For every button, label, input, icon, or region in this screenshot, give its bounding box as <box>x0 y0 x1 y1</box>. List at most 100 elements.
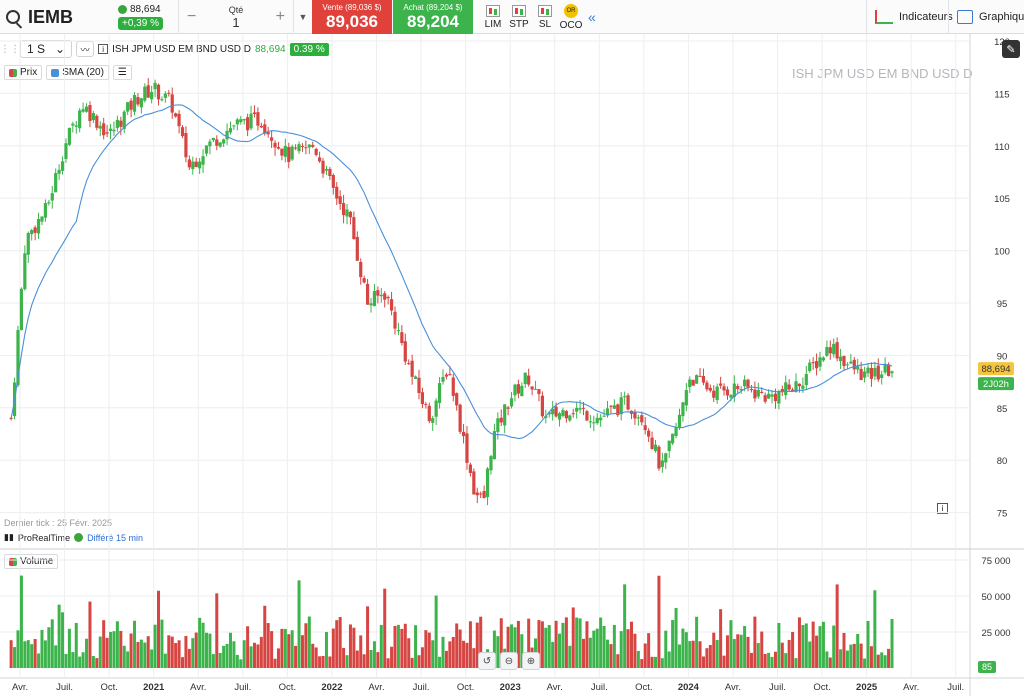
volume-bar <box>763 653 767 668</box>
x-tick-label: 2024 <box>678 682 700 693</box>
candle <box>122 111 126 129</box>
volume-bar <box>623 584 627 668</box>
info-icon[interactable]: i <box>98 44 109 54</box>
toolbar-change-badge: 0.39 % <box>289 42 329 56</box>
candle <box>386 296 390 299</box>
indicators-button[interactable]: Indicateurs <box>866 0 961 34</box>
volume-bar <box>208 633 212 668</box>
volume-bar <box>455 623 459 668</box>
candle <box>431 418 435 423</box>
candle <box>222 139 226 144</box>
candle <box>451 377 455 396</box>
candle <box>701 375 706 383</box>
order-stp-button[interactable]: STP <box>506 2 532 32</box>
volume-bar <box>887 648 891 668</box>
zoom-in-icon[interactable]: ⊕ <box>522 652 540 670</box>
volume-bar <box>643 643 647 668</box>
candle <box>208 141 212 147</box>
candle <box>455 393 459 406</box>
zoom-out-icon[interactable]: ⊖ <box>500 652 518 670</box>
candle <box>160 99 164 101</box>
volume-bar <box>215 593 219 668</box>
volume-bar <box>773 651 777 668</box>
order-oco-button[interactable]: OR OCO <box>558 2 584 32</box>
candle <box>146 85 150 98</box>
x-tick-label: 2022 <box>321 682 342 693</box>
chevron-down-icon[interactable]: ▼ <box>298 12 308 22</box>
volume-bar <box>527 618 531 668</box>
candle <box>739 389 743 391</box>
volume-bar <box>102 620 106 668</box>
candle <box>26 233 30 255</box>
candle <box>814 361 819 369</box>
qty-label: Qté <box>228 4 244 15</box>
candle <box>828 347 832 354</box>
candle <box>328 168 332 177</box>
graph-button[interactable]: Graphique <box>948 0 1024 34</box>
symbol-search[interactable]: IEMB <box>6 0 73 34</box>
buy-button[interactable]: Achat (89,204 $) 89,204 <box>393 0 473 34</box>
volume-bar <box>743 626 747 668</box>
volume-bar <box>880 652 884 668</box>
candle <box>568 415 572 421</box>
candle <box>81 109 85 112</box>
volume-bar <box>468 621 472 668</box>
volume-bar <box>821 621 825 668</box>
y-tick-label: 100 <box>994 247 1010 258</box>
volume-bar <box>698 641 702 668</box>
candle <box>372 291 377 307</box>
y-tick-label: 80 <box>997 456 1008 467</box>
order-lim-button[interactable]: LIM <box>480 2 506 32</box>
candle <box>852 359 856 370</box>
candle <box>540 395 544 417</box>
search-icon[interactable] <box>6 10 20 24</box>
candle <box>400 332 404 343</box>
volume-bar <box>465 642 469 668</box>
candle <box>369 303 373 306</box>
candle <box>417 377 421 393</box>
candle <box>458 404 462 432</box>
candle <box>47 202 51 204</box>
candle <box>437 383 442 403</box>
y-tick-label: 115 <box>994 89 1009 100</box>
candle <box>753 389 757 399</box>
legend-list-icon[interactable]: ☰ <box>112 65 132 80</box>
volume-bar <box>78 656 82 668</box>
candle <box>444 374 449 377</box>
volume-bar <box>808 641 812 668</box>
chart-info-icon[interactable]: i <box>937 503 948 514</box>
x-tick-label: Avr. <box>368 682 384 693</box>
volume-bar <box>626 629 630 668</box>
volume-bar <box>252 642 256 668</box>
candle <box>849 361 853 364</box>
volume-bar <box>311 643 315 668</box>
time-tag-label: 2J02h <box>983 379 1009 390</box>
volume-bar <box>839 649 843 668</box>
drag-handle-icon[interactable]: ⋮⋮ <box>0 43 20 55</box>
order-sl-button[interactable]: SL <box>532 2 558 32</box>
reset-icon[interactable]: ↺ <box>478 652 496 670</box>
settings-wrench-icon[interactable]: ✎ <box>1002 40 1020 58</box>
candle <box>413 376 418 379</box>
buy-price: 89,204 <box>407 11 459 31</box>
qty-plus-button[interactable]: + <box>275 8 285 25</box>
candle <box>732 383 736 397</box>
volume-bar <box>50 619 54 668</box>
volume-bar <box>558 633 562 668</box>
candle <box>98 125 102 129</box>
candle <box>112 129 116 132</box>
candle <box>338 196 342 204</box>
legend-volume[interactable]: Volume <box>4 554 59 569</box>
candle <box>674 427 678 436</box>
legend-sma[interactable]: SMA (20) <box>46 65 109 80</box>
qty-input[interactable]: 1 <box>232 14 240 30</box>
y-tick-label: 75 <box>997 509 1008 520</box>
sell-button[interactable]: Vente (89,036 $) 89,036 <box>312 0 392 34</box>
qty-minus-button[interactable]: − <box>187 8 197 25</box>
legend-price[interactable]: Prix <box>4 65 43 80</box>
candle <box>773 393 778 402</box>
candle <box>132 94 137 112</box>
collapse-chevron-icon[interactable]: « <box>588 9 596 25</box>
volume-bar <box>198 617 202 668</box>
